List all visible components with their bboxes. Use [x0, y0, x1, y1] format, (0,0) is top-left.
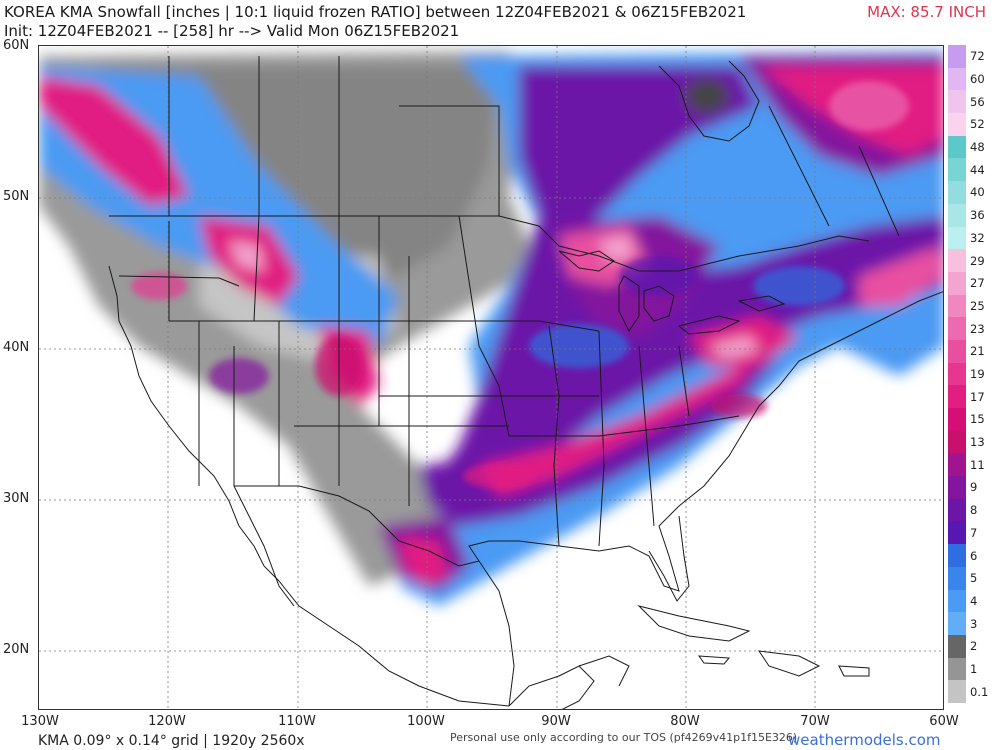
colorbar-label: 32 — [970, 230, 985, 245]
lat-label-60n: 60N — [3, 38, 30, 53]
snowfall-map[interactable] — [38, 45, 944, 710]
colorbar-label: 21 — [970, 344, 985, 359]
colorbar-swatch — [948, 476, 966, 500]
colorbar-swatch — [948, 430, 966, 454]
colorbar-swatch — [948, 657, 966, 681]
colorbar-label: 44 — [970, 162, 985, 177]
colorbar-swatch — [948, 498, 966, 522]
colorbar-label: 36 — [970, 208, 985, 223]
colorbar-label: 1 — [970, 661, 978, 676]
colorbar-swatch — [948, 339, 966, 364]
lon-label-120w: 120W — [148, 714, 186, 729]
colorbar-swatch — [948, 67, 966, 91]
colorbar-swatch — [948, 612, 966, 636]
lat-label-20n: 20N — [3, 642, 30, 657]
colorbar-label: 7 — [970, 525, 978, 540]
colorbar-label: 3 — [970, 616, 978, 631]
colorbar-label: 8 — [970, 503, 978, 518]
colorbar-label: 15 — [970, 412, 985, 427]
colorbar-swatch — [948, 113, 966, 137]
colorbar-label: 25 — [970, 298, 985, 313]
colorbar-label: 0.1 — [970, 684, 989, 699]
tos-note: Personal use only according to our TOS (… — [450, 731, 798, 744]
colorbar-swatch — [948, 362, 966, 386]
colorbar-label: 27 — [970, 276, 985, 291]
colorbar-label: 11 — [970, 457, 985, 472]
map-subtitle: Init: 12Z04FEB2021 -- [258] hr --> Valid… — [4, 22, 460, 40]
colorbar-label: 13 — [970, 435, 985, 450]
colorbar-swatch — [948, 158, 966, 182]
colorbar-label: 23 — [970, 321, 985, 336]
lon-label-90w: 90W — [541, 714, 571, 729]
lon-label-130w: 130W — [21, 714, 59, 729]
colorbar-swatch — [948, 271, 966, 296]
lon-label-60w: 60W — [929, 714, 959, 729]
max-snowfall-label: MAX: 85.7 INCH — [867, 3, 986, 21]
colorbar-label: 56 — [970, 94, 985, 109]
colorbar-label: 19 — [970, 367, 985, 381]
lon-label-80w: 80W — [670, 714, 700, 729]
lon-label-110w: 110W — [278, 714, 316, 729]
lat-label-40n: 40N — [3, 340, 30, 355]
colorbar-swatch — [948, 294, 966, 318]
colorbar-label: 6 — [970, 548, 978, 563]
colorbar-swatch — [948, 385, 966, 409]
colorbar-swatch — [948, 45, 966, 69]
lon-label-70w: 70W — [800, 714, 830, 729]
colorbar-swatch — [948, 453, 966, 477]
graticule — [39, 46, 943, 709]
colorbar-label: 9 — [970, 480, 978, 495]
colorbar-swatch — [948, 680, 966, 704]
colorbar — [948, 45, 966, 704]
colorbar-label: 29 — [970, 253, 985, 268]
lat-label-50n: 50N — [3, 189, 30, 204]
colorbar-swatch — [948, 589, 966, 613]
colorbar-swatch — [948, 544, 966, 568]
colorbar-swatch — [948, 226, 966, 250]
map-canvas — [39, 46, 943, 709]
lon-label-100w: 100W — [407, 714, 445, 729]
colorbar-swatch — [948, 203, 966, 227]
colorbar-label: 2 — [970, 639, 978, 654]
colorbar-swatch — [948, 566, 966, 591]
colorbar-label: 4 — [970, 593, 978, 608]
colorbar-swatch — [948, 181, 966, 205]
colorbar-label: 5 — [970, 571, 978, 586]
colorbar-swatch — [948, 249, 966, 273]
colorbar-label: 52 — [970, 117, 985, 132]
colorbar-label: 17 — [970, 389, 985, 404]
colorbar-label: 72 — [970, 49, 985, 64]
snowfall-detail — [131, 81, 909, 488]
colorbar-swatch — [948, 634, 966, 659]
boundaries — [108, 56, 943, 709]
colorbar-label: 40 — [970, 185, 985, 200]
map-title: KOREA KMA Snowfall [inches | 10:1 liquid… — [4, 3, 747, 21]
lat-label-30n: 30N — [3, 491, 30, 506]
colorbar-swatch — [948, 521, 966, 545]
colorbar-swatch — [948, 317, 966, 341]
grid-info: KMA 0.09° x 0.14° grid | 1920y 2560x — [38, 733, 305, 749]
colorbar-label: 48 — [970, 140, 985, 155]
colorbar-swatch — [948, 408, 966, 432]
colorbar-swatch — [948, 135, 966, 159]
brand-link[interactable]: weathermodels.com — [788, 731, 941, 749]
colorbar-label: 60 — [970, 72, 985, 87]
colorbar-swatch — [948, 90, 966, 114]
